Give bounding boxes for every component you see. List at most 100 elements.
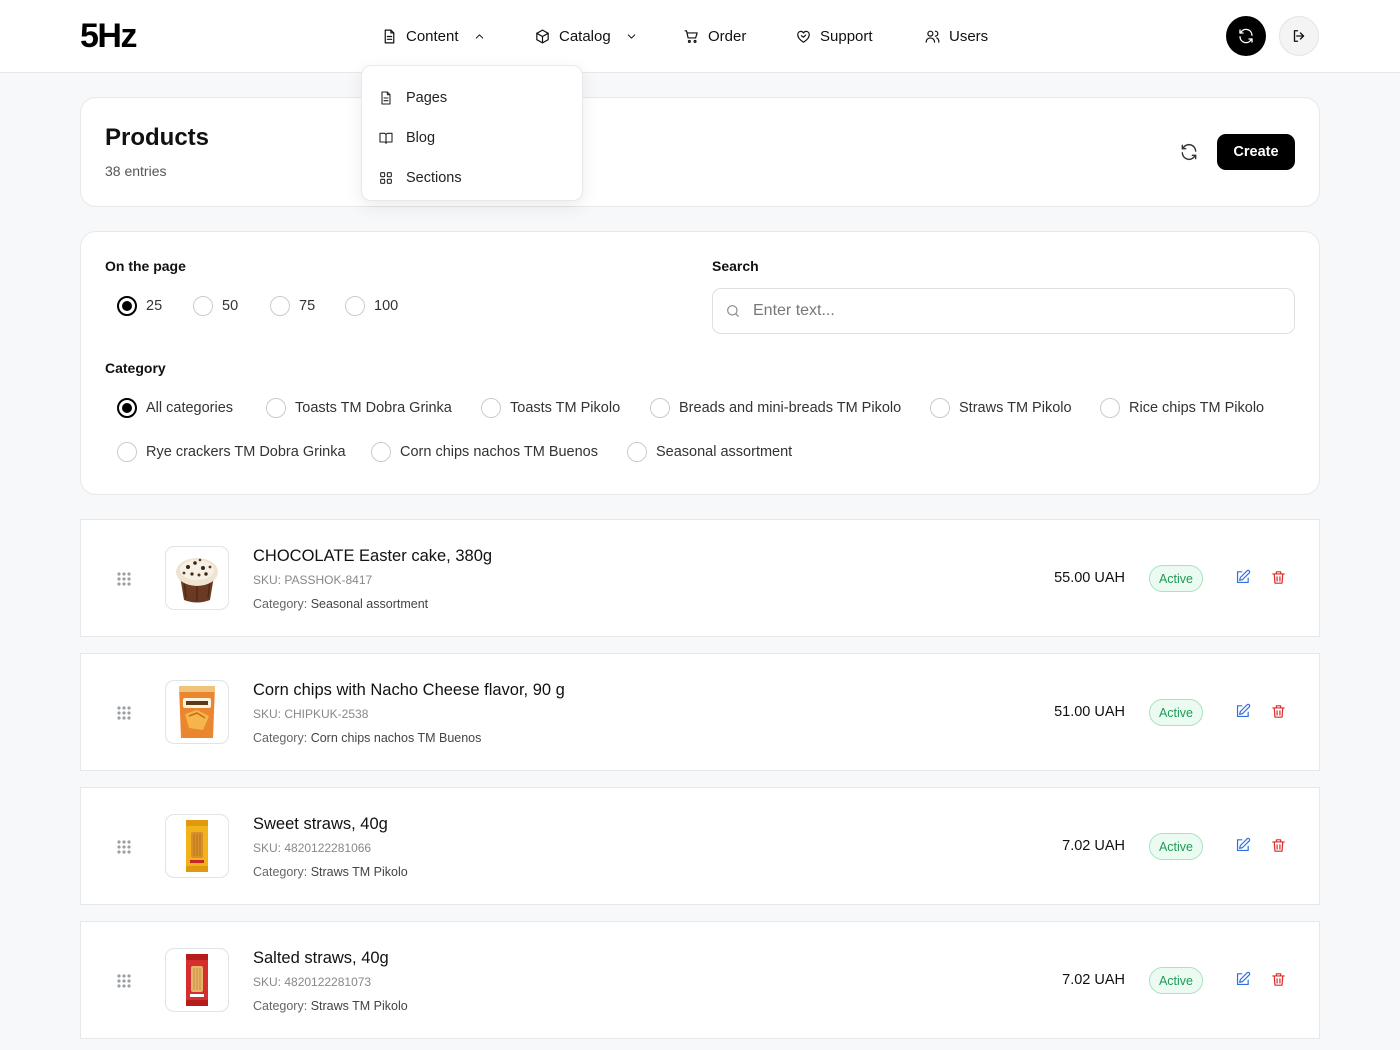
per-page-option-label: 25 bbox=[146, 298, 163, 314]
drag-handle-icon[interactable] bbox=[116, 839, 132, 855]
search-field bbox=[712, 288, 1295, 334]
per-page-option-25[interactable]: 25 bbox=[117, 296, 162, 316]
product-price: 7.02 UAH bbox=[1062, 972, 1125, 988]
sync-button[interactable] bbox=[1226, 16, 1266, 56]
edit-button[interactable] bbox=[1234, 703, 1252, 721]
radio-dot bbox=[193, 296, 213, 316]
product-price: 55.00 UAH bbox=[1054, 570, 1125, 586]
product-thumbnail bbox=[165, 814, 229, 878]
entries-count: 38 entries bbox=[105, 163, 167, 179]
nav-users[interactable]: Users bbox=[924, 24, 988, 48]
easter-cake-image bbox=[176, 558, 218, 603]
per-page-option-label: 100 bbox=[374, 298, 399, 314]
category-option-all[interactable]: All categories bbox=[117, 398, 233, 418]
product-sku: SKU: CHIPKUK-2538 bbox=[253, 707, 369, 721]
per-page-option-75[interactable]: 75 bbox=[270, 296, 315, 316]
users-icon bbox=[925, 30, 940, 43]
category-option-label: Breads and mini-breads TM Pikolo bbox=[679, 400, 902, 416]
edit-button[interactable] bbox=[1234, 971, 1252, 989]
category-option-toasts-pikolo[interactable]: Toasts TM Pikolo bbox=[481, 398, 620, 418]
logout-icon bbox=[1293, 30, 1305, 42]
search-input[interactable] bbox=[753, 302, 1273, 320]
category-option-toasts-dobra-grinka[interactable]: Toasts TM Dobra Grinka bbox=[266, 398, 452, 418]
radio-dot bbox=[270, 296, 290, 316]
file-icon bbox=[384, 29, 395, 43]
category-option-breads-pikolo[interactable]: Breads and mini-breads TM Pikolo bbox=[650, 398, 901, 418]
cart-icon bbox=[684, 29, 698, 43]
per-page-option-label: 50 bbox=[222, 298, 239, 314]
edit-button[interactable] bbox=[1234, 569, 1252, 587]
nav-support[interactable]: Support bbox=[795, 24, 873, 48]
nav-order[interactable]: Order bbox=[683, 24, 746, 48]
search-label: Search bbox=[712, 258, 759, 274]
radio-dot bbox=[345, 296, 365, 316]
per-page-option-50[interactable]: 50 bbox=[193, 296, 238, 316]
nav-content[interactable]: Content bbox=[381, 24, 486, 48]
menu-item-label: Blog bbox=[406, 130, 436, 146]
category-option-label: Corn chips nachos TM Buenos bbox=[400, 444, 599, 460]
product-price: 7.02 UAH bbox=[1062, 838, 1125, 854]
per-page-option-label: 75 bbox=[299, 298, 316, 314]
category-value: Seasonal assortment bbox=[310, 597, 429, 611]
status-badge: Active bbox=[1149, 565, 1203, 592]
search-icon bbox=[727, 305, 739, 317]
product-thumbnail bbox=[165, 546, 229, 610]
menu-item-pages[interactable]: Pages bbox=[362, 78, 582, 118]
menu-item-sections[interactable]: Sections bbox=[362, 158, 582, 198]
radio-dot bbox=[371, 442, 391, 462]
delete-button[interactable] bbox=[1270, 837, 1288, 855]
refresh-list-button[interactable] bbox=[1179, 142, 1201, 164]
per-page-option-100[interactable]: 100 bbox=[345, 296, 398, 316]
product-name[interactable]: Corn chips with Nacho Cheese flavor, 90 … bbox=[253, 681, 565, 699]
category-option-label: Rice chips TM Pikolo bbox=[1129, 400, 1265, 416]
category-key: Category: bbox=[253, 731, 308, 745]
nacho-bag-image bbox=[179, 686, 215, 738]
product-row[interactable]: Corn chips with Nacho Cheese flavor, 90 … bbox=[80, 653, 1320, 771]
product-name[interactable]: Salted straws, 40g bbox=[253, 949, 389, 967]
category-option-seasonal[interactable]: Seasonal assortment bbox=[627, 442, 792, 462]
radio-dot bbox=[627, 442, 647, 462]
radio-dot bbox=[266, 398, 286, 418]
content-dropdown-menu: Pages Blog Sections bbox=[361, 65, 583, 201]
product-row[interactable]: Salted straws, 40g SKU: 4820122281073 Ca… bbox=[80, 921, 1320, 1039]
heart-handshake-icon bbox=[797, 30, 810, 43]
product-category: Category: Seasonal assortment bbox=[253, 597, 428, 611]
edit-button[interactable] bbox=[1234, 837, 1252, 855]
category-option-label: Toasts TM Pikolo bbox=[510, 400, 621, 416]
radio-dot bbox=[117, 296, 137, 316]
delete-button[interactable] bbox=[1270, 569, 1288, 587]
category-option-rye-crackers[interactable]: Rye crackers TM Dobra Grinka bbox=[117, 442, 346, 462]
nav-catalog[interactable]: Catalog bbox=[534, 24, 638, 48]
delete-button[interactable] bbox=[1270, 703, 1288, 721]
category-option-label: Rye crackers TM Dobra Grinka bbox=[146, 444, 346, 460]
per-page-label: On the page bbox=[105, 258, 186, 274]
drag-handle-icon[interactable] bbox=[116, 571, 132, 587]
product-name[interactable]: Sweet straws, 40g bbox=[253, 815, 388, 833]
page-header-card: Products 38 entries Create bbox=[80, 97, 1320, 207]
page-title: Products bbox=[105, 124, 210, 151]
trash-icon bbox=[1272, 571, 1285, 584]
category-option-straws-pikolo[interactable]: Straws TM Pikolo bbox=[930, 398, 1072, 418]
category-option-rice-chips-pikolo[interactable]: Rice chips TM Pikolo bbox=[1100, 398, 1264, 418]
menu-item-blog[interactable]: Blog bbox=[362, 118, 582, 158]
category-value: Straws TM Pikolo bbox=[310, 865, 408, 879]
delete-button[interactable] bbox=[1270, 971, 1288, 989]
product-category: Category: Straws TM Pikolo bbox=[253, 999, 408, 1013]
product-row[interactable]: Sweet straws, 40g SKU: 4820122281066 Cat… bbox=[80, 787, 1320, 905]
salted-straws-image bbox=[186, 954, 208, 1006]
logout-button[interactable] bbox=[1279, 16, 1319, 56]
edit-icon bbox=[1236, 837, 1251, 852]
category-option-label: Straws TM Pikolo bbox=[959, 400, 1072, 416]
logo[interactable]: 5Hz bbox=[80, 17, 137, 55]
category-label: Category bbox=[105, 360, 166, 376]
product-row[interactable]: CHOCOLATE Easter cake, 380g SKU: PASSHOK… bbox=[80, 519, 1320, 637]
category-key: Category: bbox=[253, 865, 308, 879]
product-name[interactable]: CHOCOLATE Easter cake, 380g bbox=[253, 547, 493, 565]
category-key: Category: bbox=[253, 597, 308, 611]
category-option-corn-chips[interactable]: Corn chips nachos TM Buenos bbox=[371, 442, 598, 462]
drag-handle-icon[interactable] bbox=[116, 705, 132, 721]
nav-users-label: Users bbox=[949, 27, 989, 45]
nav-support-label: Support bbox=[820, 27, 873, 45]
create-button[interactable]: Create bbox=[1217, 134, 1295, 170]
drag-handle-icon[interactable] bbox=[116, 973, 132, 989]
